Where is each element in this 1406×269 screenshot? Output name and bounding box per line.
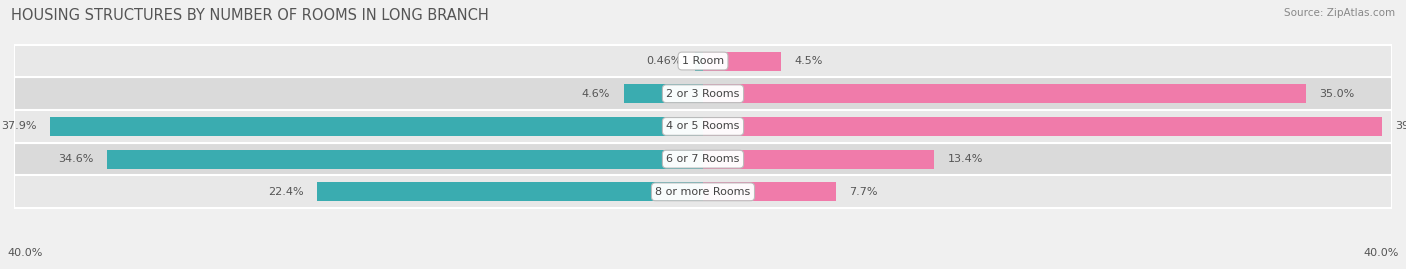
Text: 39.4%: 39.4% xyxy=(1395,121,1406,132)
Text: 22.4%: 22.4% xyxy=(267,187,304,197)
Text: 4.5%: 4.5% xyxy=(794,56,823,66)
Bar xyxy=(14,45,1392,77)
Bar xyxy=(695,52,703,70)
Text: 40.0%: 40.0% xyxy=(1364,248,1399,258)
Text: 7.7%: 7.7% xyxy=(849,187,877,197)
Text: 40.0%: 40.0% xyxy=(7,248,42,258)
Bar xyxy=(624,84,703,103)
Text: 0.46%: 0.46% xyxy=(645,56,682,66)
Bar xyxy=(51,117,703,136)
Text: 1 Room: 1 Room xyxy=(682,56,724,66)
Bar xyxy=(703,52,780,70)
Text: HOUSING STRUCTURES BY NUMBER OF ROOMS IN LONG BRANCH: HOUSING STRUCTURES BY NUMBER OF ROOMS IN… xyxy=(11,8,489,23)
Bar xyxy=(14,77,1392,110)
Text: 2 or 3 Rooms: 2 or 3 Rooms xyxy=(666,89,740,99)
Text: 4 or 5 Rooms: 4 or 5 Rooms xyxy=(666,121,740,132)
Text: 8 or more Rooms: 8 or more Rooms xyxy=(655,187,751,197)
Text: Source: ZipAtlas.com: Source: ZipAtlas.com xyxy=(1284,8,1395,18)
Bar xyxy=(107,150,703,169)
Text: 37.9%: 37.9% xyxy=(1,121,37,132)
Bar xyxy=(703,182,835,201)
Text: 34.6%: 34.6% xyxy=(58,154,93,164)
Text: 4.6%: 4.6% xyxy=(582,89,610,99)
Text: 35.0%: 35.0% xyxy=(1320,89,1355,99)
Bar xyxy=(14,110,1392,143)
Bar xyxy=(703,150,934,169)
Text: 13.4%: 13.4% xyxy=(948,154,983,164)
Bar xyxy=(703,84,1306,103)
Text: 6 or 7 Rooms: 6 or 7 Rooms xyxy=(666,154,740,164)
Bar xyxy=(318,182,703,201)
Bar xyxy=(703,117,1382,136)
Bar xyxy=(14,175,1392,208)
Bar xyxy=(14,143,1392,175)
